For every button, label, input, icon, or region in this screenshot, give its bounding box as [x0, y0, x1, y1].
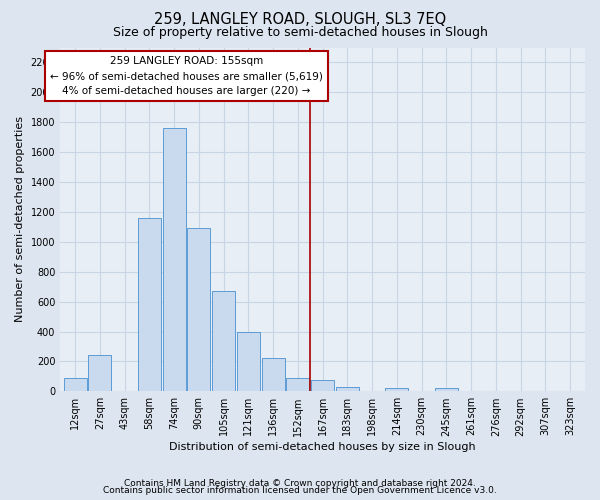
Y-axis label: Number of semi-detached properties: Number of semi-detached properties — [15, 116, 25, 322]
X-axis label: Distribution of semi-detached houses by size in Slough: Distribution of semi-detached houses by … — [169, 442, 476, 452]
Text: Contains public sector information licensed under the Open Government Licence v3: Contains public sector information licen… — [103, 486, 497, 495]
Bar — [212, 291, 235, 392]
Bar — [88, 354, 111, 392]
Text: 259, LANGLEY ROAD, SLOUGH, SL3 7EQ: 259, LANGLEY ROAD, SLOUGH, SL3 7EQ — [154, 12, 446, 28]
Bar — [64, 378, 86, 392]
Bar — [385, 388, 409, 392]
Text: 259 LANGLEY ROAD: 155sqm
← 96% of semi-detached houses are smaller (5,619)
4% of: 259 LANGLEY ROAD: 155sqm ← 96% of semi-d… — [50, 56, 323, 96]
Bar — [336, 387, 359, 392]
Bar — [163, 128, 185, 392]
Bar — [187, 228, 211, 392]
Bar — [311, 380, 334, 392]
Bar — [435, 388, 458, 392]
Bar — [262, 358, 284, 392]
Bar — [237, 332, 260, 392]
Bar — [286, 378, 310, 392]
Bar — [138, 218, 161, 392]
Text: Size of property relative to semi-detached houses in Slough: Size of property relative to semi-detach… — [113, 26, 487, 39]
Text: Contains HM Land Registry data © Crown copyright and database right 2024.: Contains HM Land Registry data © Crown c… — [124, 478, 476, 488]
